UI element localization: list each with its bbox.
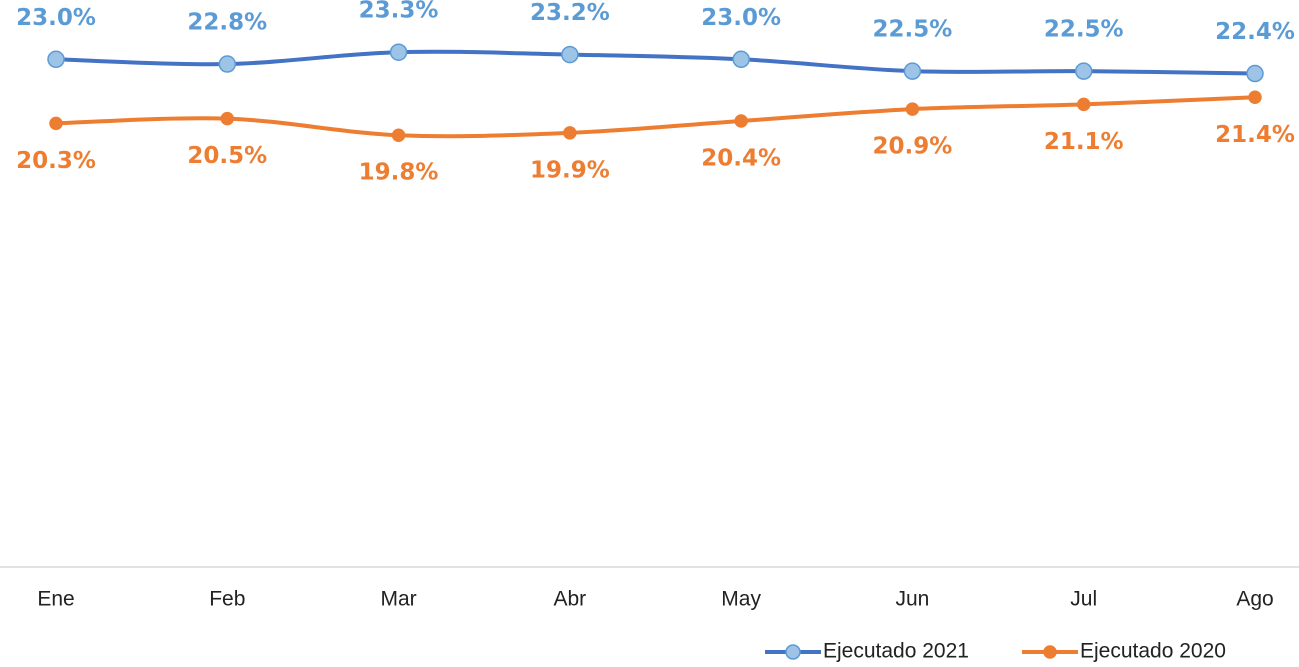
series-line <box>55 95 1256 139</box>
legend-marker <box>785 644 801 660</box>
data-label: 22.5% <box>1044 17 1124 43</box>
data-point <box>732 50 750 69</box>
data-label: 19.8% <box>359 160 439 186</box>
data-point <box>903 62 922 80</box>
legend-marker <box>1043 645 1057 659</box>
data-point <box>1248 90 1262 105</box>
data-point <box>220 111 235 126</box>
x-tick-label: Ago <box>1236 588 1273 611</box>
data-label: 21.4% <box>1215 122 1295 148</box>
data-point <box>389 43 408 61</box>
data-label: 19.9% <box>530 157 610 183</box>
data-label: 22.5% <box>873 17 953 43</box>
x-tick-label: Jun <box>895 588 929 611</box>
data-label: 23.0% <box>16 5 96 31</box>
data-label: 21.1% <box>1044 129 1124 155</box>
data-point <box>391 128 406 142</box>
data-label: 20.5% <box>187 143 267 169</box>
data-label: 20.4% <box>701 145 781 171</box>
series-line <box>55 49 1256 76</box>
data-point <box>1246 64 1264 83</box>
data-point <box>49 116 63 131</box>
data-point <box>1076 97 1091 112</box>
x-tick-label: May <box>721 588 761 611</box>
data-label: 23.2% <box>530 0 610 26</box>
x-tick-label: Abr <box>554 588 587 611</box>
legend-label: Ejecutado 2021 <box>823 640 969 663</box>
data-label: 22.8% <box>187 10 267 36</box>
legend-label: Ejecutado 2020 <box>1080 640 1226 663</box>
data-point <box>905 102 920 116</box>
data-label: 22.4% <box>1215 19 1295 45</box>
data-label: 23.0% <box>701 5 781 31</box>
data-label: 20.3% <box>16 148 96 174</box>
data-label: 23.3% <box>359 0 439 24</box>
data-label: 20.9% <box>873 134 953 160</box>
data-point <box>734 114 748 128</box>
data-point <box>561 45 579 64</box>
data-point <box>218 55 237 73</box>
data-point <box>563 126 577 140</box>
data-point <box>1074 62 1093 80</box>
x-tick-label: Mar <box>380 588 416 611</box>
x-tick-label: Jul <box>1070 588 1097 611</box>
x-tick-label: Feb <box>209 588 245 611</box>
data-point <box>47 50 65 69</box>
x-tick-label: Ene <box>37 588 74 611</box>
